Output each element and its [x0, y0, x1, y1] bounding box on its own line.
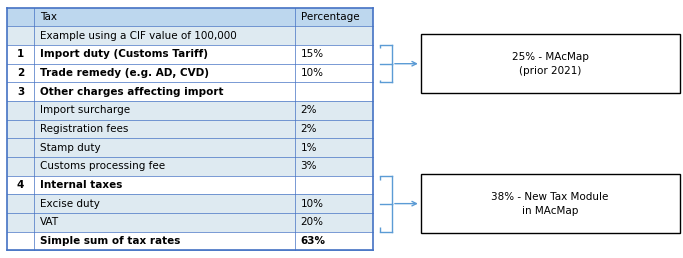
Bar [7, 82, 373, 101]
Text: Import duty (Customs Tariff): Import duty (Customs Tariff) [40, 49, 208, 59]
Text: 2: 2 [17, 68, 24, 78]
Text: Percentage: Percentage [301, 12, 359, 22]
Text: Tax: Tax [40, 12, 57, 22]
Text: 20%: 20% [301, 217, 324, 227]
Bar [7, 26, 373, 45]
Bar [7, 213, 373, 232]
Text: Simple sum of tax rates: Simple sum of tax rates [40, 236, 180, 246]
Text: 25% - MAcMap
(prior 2021): 25% - MAcMap (prior 2021) [512, 52, 589, 76]
Text: 63%: 63% [301, 236, 326, 246]
Bar [7, 138, 373, 157]
Text: Excise duty: Excise duty [40, 199, 100, 209]
Bar [7, 64, 373, 82]
Bar [7, 232, 373, 250]
Text: Trade remedy (e.g. AD, CVD): Trade remedy (e.g. AD, CVD) [40, 68, 209, 78]
Text: 3%: 3% [301, 161, 317, 171]
Text: Internal taxes: Internal taxes [40, 180, 122, 190]
Text: 2%: 2% [301, 124, 317, 134]
Bar [7, 120, 373, 138]
Text: 15%: 15% [301, 49, 324, 59]
Bar [7, 101, 373, 120]
Bar [7, 157, 373, 176]
Text: 1: 1 [17, 49, 24, 59]
Text: 4: 4 [17, 180, 24, 190]
Text: Example using a CIF value of 100,000: Example using a CIF value of 100,000 [40, 31, 236, 41]
Text: VAT: VAT [40, 217, 59, 227]
Bar [7, 8, 373, 26]
Bar [7, 45, 373, 64]
Text: 2%: 2% [301, 105, 317, 115]
Text: 38% - New Tax Module
in MAcMap: 38% - New Tax Module in MAcMap [492, 192, 609, 216]
Text: Registration fees: Registration fees [40, 124, 128, 134]
Text: 10%: 10% [301, 68, 324, 78]
Text: Customs processing fee: Customs processing fee [40, 161, 165, 171]
FancyBboxPatch shape [421, 174, 680, 233]
FancyBboxPatch shape [421, 34, 680, 93]
Text: 10%: 10% [301, 199, 324, 209]
Text: Import surcharge: Import surcharge [40, 105, 130, 115]
Text: Other charges affecting import: Other charges affecting import [40, 87, 223, 97]
Text: 3: 3 [17, 87, 24, 97]
Text: 1%: 1% [301, 143, 317, 153]
Text: Stamp duty: Stamp duty [40, 143, 100, 153]
Bar [7, 176, 373, 194]
Bar [7, 194, 373, 213]
